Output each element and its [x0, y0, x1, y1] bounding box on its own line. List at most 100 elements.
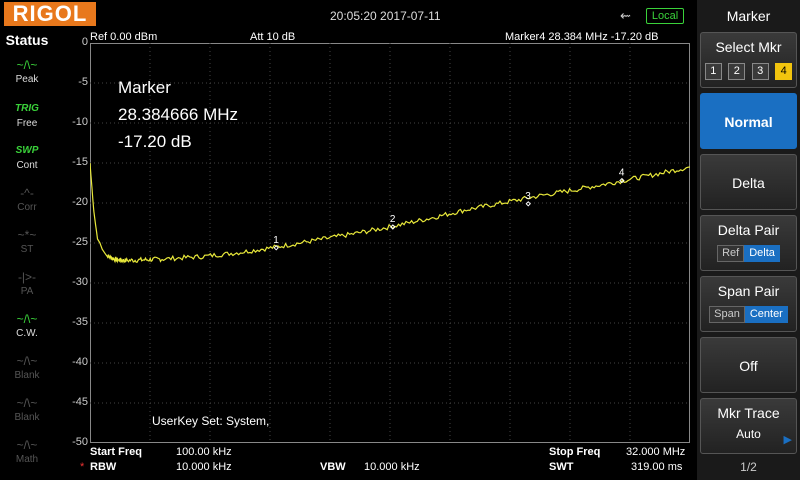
status-item-pa: -|>- PA	[6, 268, 48, 308]
span-pair-label: Span Pair	[717, 283, 780, 299]
off-label: Off	[739, 358, 758, 374]
status-item-label: Peak	[15, 74, 39, 85]
marker-4-label: 4	[619, 168, 625, 179]
status-item-label: Cont	[16, 160, 38, 171]
delta-button[interactable]: Delta	[700, 154, 797, 210]
status-blank-icon: ~/\~	[16, 354, 38, 368]
submenu-arrow-icon: ▶	[783, 434, 792, 446]
ref-level: Ref 0.00 dBm	[90, 31, 158, 43]
rigol-logo: RIGOL	[4, 2, 96, 26]
status-item-label: ST	[20, 244, 34, 255]
swt-value: 319.00 ms	[631, 461, 683, 473]
swt-label: SWT	[549, 461, 574, 473]
marker-2-option[interactable]: 2	[728, 63, 746, 80]
normal-button[interactable]: Normal	[700, 93, 797, 149]
y-tick-label: -10	[72, 116, 88, 128]
status-corr-icon: -^-	[20, 186, 34, 200]
status-item-math: ~/\~ Math	[6, 436, 48, 476]
status-blank-icon: ~/\~	[16, 396, 38, 410]
status-free-icon: TRIG	[15, 103, 39, 114]
menu-page-indicator[interactable]: 1/2	[740, 460, 757, 474]
marker-1-point	[273, 245, 279, 251]
y-tick-label: -35	[72, 316, 88, 328]
delta-pair-button[interactable]: Delta Pair Ref Delta	[700, 215, 797, 271]
marker-4-option[interactable]: 4	[775, 63, 793, 80]
marker-3-point	[525, 201, 531, 207]
attenuation: Att 10 dB	[250, 31, 296, 43]
marker-3-option[interactable]: 3	[751, 63, 769, 80]
vbw-label: VBW	[320, 461, 346, 473]
status-item-peak: ~/\~ Peak	[6, 56, 48, 96]
vbw-value: 10.000 kHz	[364, 461, 420, 473]
userkey-set: UserKey Set: System,	[152, 414, 270, 428]
marker-table: Marker 28.384666 MHz -17.20 dB	[118, 74, 238, 155]
stop-freq-value: 32.000 MHz	[626, 446, 686, 458]
span-pair-button[interactable]: Span Pair Span Center	[700, 276, 797, 332]
delta-pair-delta-option[interactable]: Delta	[744, 245, 780, 262]
status-item-label: Free	[16, 118, 38, 129]
delta-pair-ref-option[interactable]: Ref	[717, 245, 745, 262]
status-st-icon: ~*~	[17, 228, 37, 242]
local-badge: Local	[646, 8, 684, 24]
status-item-cont: SWP Cont	[6, 142, 48, 182]
span-pair-center-option[interactable]: Center	[744, 306, 788, 323]
y-tick-label: -40	[72, 356, 88, 368]
select-mkr-button[interactable]: Select Mkr 1 2 3 4	[700, 32, 797, 88]
marker-2-point	[390, 224, 396, 230]
status-cont-icon: SWP	[15, 145, 39, 156]
status-item-c-w-: ~/\~ C.W.	[6, 310, 48, 350]
status-item-label: Blank	[14, 412, 40, 423]
trace-line	[90, 162, 690, 264]
rbw-value: 10.000 kHz	[176, 461, 232, 473]
marker-4-point	[619, 177, 625, 184]
y-tick-label: -5	[78, 76, 88, 88]
marker-level: -17.20 dB	[118, 132, 192, 151]
marker-1-option[interactable]: 1	[704, 63, 722, 80]
top-bar	[0, 0, 697, 30]
stop-freq-label: Stop Freq	[549, 446, 601, 458]
off-button[interactable]: Off	[700, 337, 797, 393]
status-item-label: Blank	[14, 370, 40, 381]
delta-pair-label: Delta Pair	[717, 222, 780, 238]
y-tick-label: -15	[72, 156, 88, 168]
status-item-free: TRIG Free	[6, 100, 48, 140]
delta-label: Delta	[732, 175, 765, 191]
status-peak-icon: ~/\~	[16, 58, 38, 72]
y-tick-label: -50	[72, 436, 88, 448]
y-tick-label: -25	[72, 236, 88, 248]
marker-1-label: 1	[273, 235, 279, 246]
status-item-blank: ~/\~ Blank	[6, 352, 48, 392]
marker-label: Marker	[118, 78, 171, 97]
marker-2-label: 2	[390, 214, 396, 225]
select-mkr-label: Select Mkr	[715, 39, 782, 55]
status-item-label: PA	[20, 286, 34, 297]
spectrum-plot: 1 2 3 4	[90, 43, 690, 443]
y-tick-label: -30	[72, 276, 88, 288]
mkr-trace-value: Auto	[736, 427, 761, 441]
start-freq-value: 100.00 kHz	[176, 446, 232, 458]
marker-selector: 1 2 3 4	[701, 61, 796, 80]
status-item-label: C.W.	[16, 328, 38, 339]
mkr-trace-button[interactable]: Mkr Trace Auto ▶	[700, 398, 797, 454]
mkr-trace-label: Mkr Trace	[717, 405, 780, 421]
status-c-w--icon: ~/\~	[16, 312, 38, 326]
start-freq-label: Start Freq	[90, 446, 142, 458]
normal-label: Normal	[724, 114, 773, 130]
status-item-corr: -^- Corr	[6, 184, 48, 224]
status-item-label: Corr	[17, 202, 37, 213]
rbw-manual-star: *	[80, 461, 85, 473]
rbw-label: RBW	[90, 461, 117, 473]
y-tick-label: 0	[81, 36, 88, 48]
span-pair-span-option[interactable]: Span	[709, 306, 745, 323]
y-tick-label: -20	[72, 196, 88, 208]
usb-icon: ⇜	[620, 8, 631, 23]
y-tick-label: -45	[72, 396, 88, 408]
status-math-icon: ~/\~	[16, 438, 38, 452]
marker-readout: Marker4 28.384 MHz -17.20 dB	[505, 31, 659, 43]
datetime: 20:05:20 2017-07-11	[330, 9, 441, 23]
status-panel	[0, 30, 54, 480]
status-title: Status	[5, 32, 49, 48]
status-item-blank: ~/\~ Blank	[6, 394, 48, 434]
menu-title: Marker	[726, 8, 771, 24]
status-item-label: Math	[15, 454, 39, 465]
